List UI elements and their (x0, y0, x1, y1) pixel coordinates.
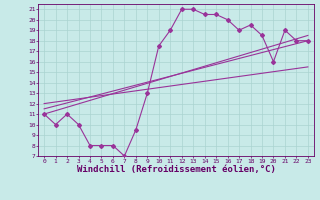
X-axis label: Windchill (Refroidissement éolien,°C): Windchill (Refroidissement éolien,°C) (76, 165, 276, 174)
